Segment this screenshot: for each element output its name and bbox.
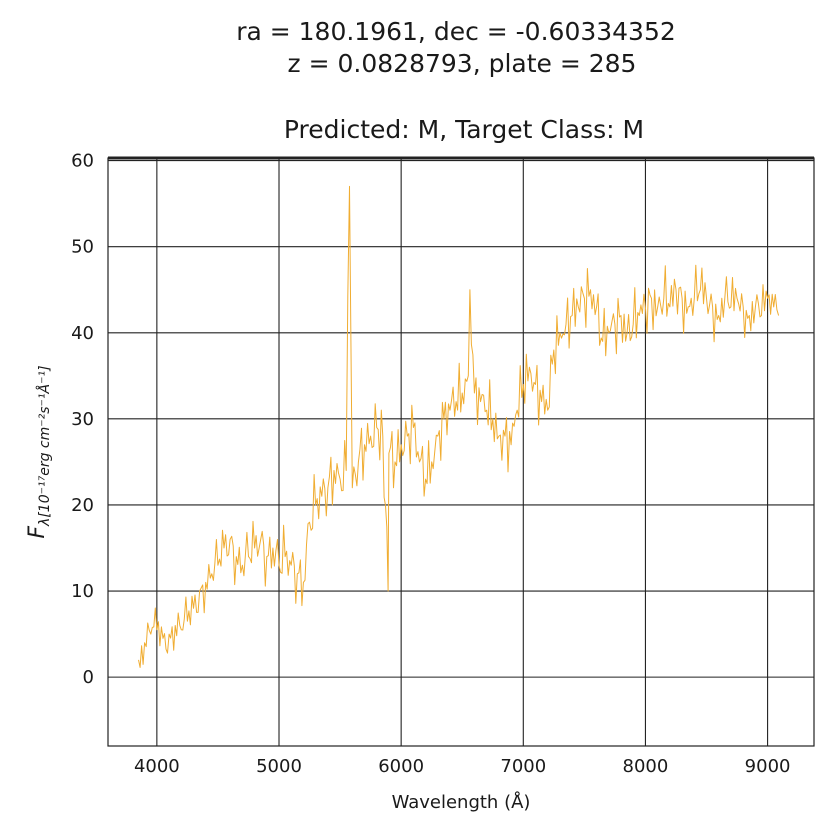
x-tick-label: 8000	[623, 756, 669, 777]
chart-title-line-2: z = 0.0828793, plate = 285	[288, 49, 637, 78]
x-tick-label: 9000	[745, 756, 791, 777]
x-axis-label: Wavelength (Å)	[392, 791, 531, 813]
spectrum-series-line	[138, 185, 780, 668]
y-axis-label: Fλ[10⁻¹⁷erg cm⁻²s⁻¹Å⁻¹]	[25, 365, 53, 538]
y-tick-label: 10	[71, 581, 94, 602]
y-tick-label: 40	[71, 323, 94, 344]
y-tick-label: 30	[71, 409, 94, 430]
x-tick-label: 5000	[256, 756, 302, 777]
y-axis-label-subscript: λ[10⁻¹⁷erg cm⁻²s⁻¹Å⁻¹]	[36, 365, 53, 527]
chart-title-line-3: Predicted: M, Target Class: M	[284, 115, 644, 144]
x-tick-label: 4000	[134, 756, 180, 777]
chart-title-line-1: ra = 180.1961, dec = -0.60334352	[236, 17, 676, 46]
y-axis-label-symbol: F	[25, 526, 50, 539]
svg-text:Fλ[10⁻¹⁷erg cm⁻²s⁻¹Å⁻¹]: Fλ[10⁻¹⁷erg cm⁻²s⁻¹Å⁻¹]	[25, 365, 53, 538]
y-tick-label: 60	[71, 151, 94, 172]
grid	[108, 158, 814, 746]
series-layer	[138, 185, 780, 668]
y-tick-label: 50	[71, 237, 94, 258]
x-tick-label: 6000	[378, 756, 424, 777]
tick-labels: 4000 5000 6000 7000 8000 9000 0 10 20 30 40 50 60	[71, 151, 790, 777]
x-tick-label: 7000	[500, 756, 546, 777]
y-tick-label: 20	[71, 495, 94, 516]
y-tick-label: 0	[83, 667, 94, 688]
